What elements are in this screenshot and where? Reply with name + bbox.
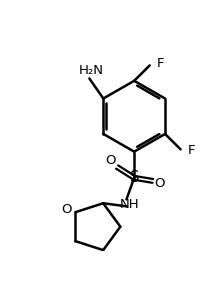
Text: O: O <box>154 177 164 190</box>
Text: O: O <box>62 203 72 216</box>
Text: O: O <box>106 154 116 168</box>
Text: F: F <box>187 144 195 157</box>
Text: NH: NH <box>120 197 139 210</box>
Text: F: F <box>157 57 164 70</box>
Text: S: S <box>129 170 139 185</box>
Text: H₂N: H₂N <box>78 63 103 76</box>
